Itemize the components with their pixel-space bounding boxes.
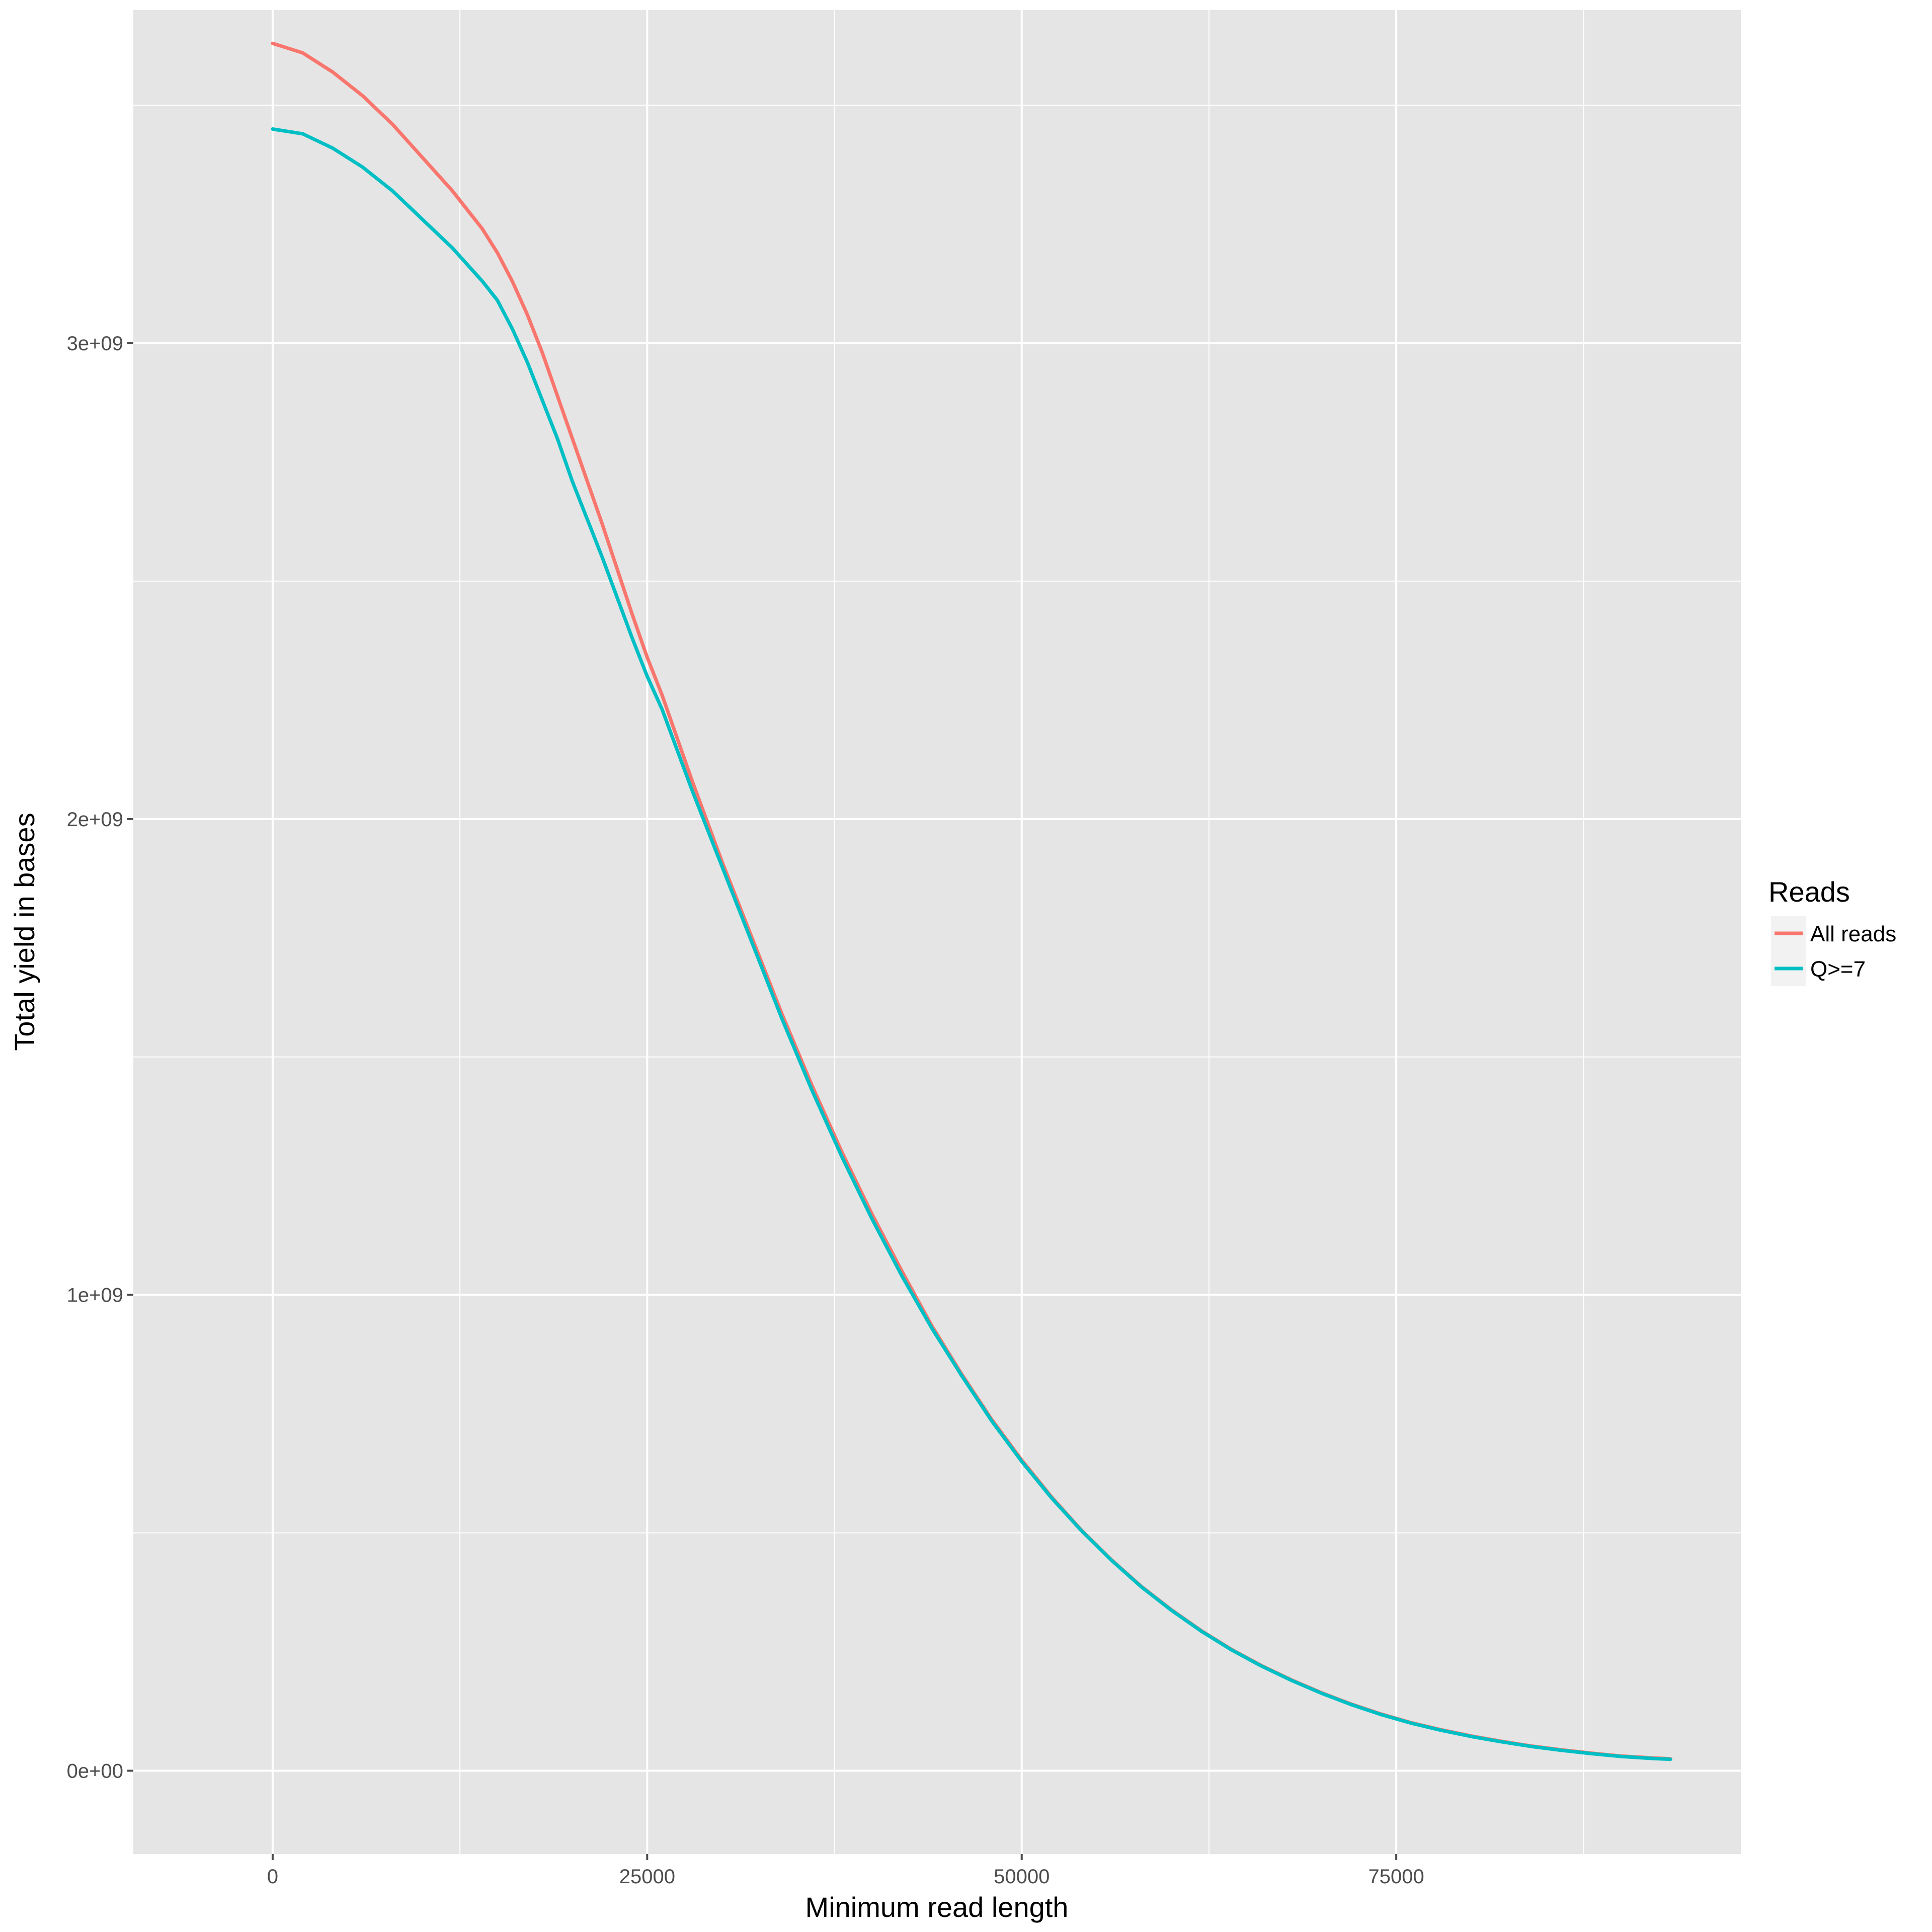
x-tick-label: 25000	[619, 1866, 675, 1888]
plot-panel	[133, 10, 1741, 1854]
series-lines	[271, 41, 1672, 1761]
legend: Reads All reads Q>=7	[1768, 876, 1896, 986]
y-axis-ticks: 0e+00 1e+09 2e+09 3e+09	[67, 333, 133, 1782]
series-line-q7	[271, 127, 1672, 1761]
y-tick-label: 0e+00	[67, 1760, 123, 1782]
x-tick-label: 75000	[1369, 1866, 1424, 1888]
legend-item-q7: Q>=7	[1771, 951, 1866, 986]
grid-minor	[133, 10, 1741, 1854]
x-axis-ticks: 0 25000 50000 75000	[267, 1854, 1424, 1888]
legend-item-all-reads: All reads	[1771, 916, 1896, 951]
x-tick-label: 0	[267, 1866, 278, 1888]
legend-title: Reads	[1768, 876, 1850, 908]
y-tick-label: 2e+09	[67, 809, 123, 831]
grid-major	[133, 10, 1741, 1854]
y-tick-label: 3e+09	[67, 333, 123, 355]
y-axis-title: Total yield in bases	[9, 813, 40, 1051]
legend-label-q7: Q>=7	[1810, 957, 1866, 982]
x-tick-label: 50000	[994, 1866, 1050, 1888]
legend-label-all-reads: All reads	[1810, 922, 1896, 946]
x-axis-title: Minimum read length	[806, 1891, 1069, 1923]
y-tick-label: 1e+09	[67, 1284, 123, 1307]
